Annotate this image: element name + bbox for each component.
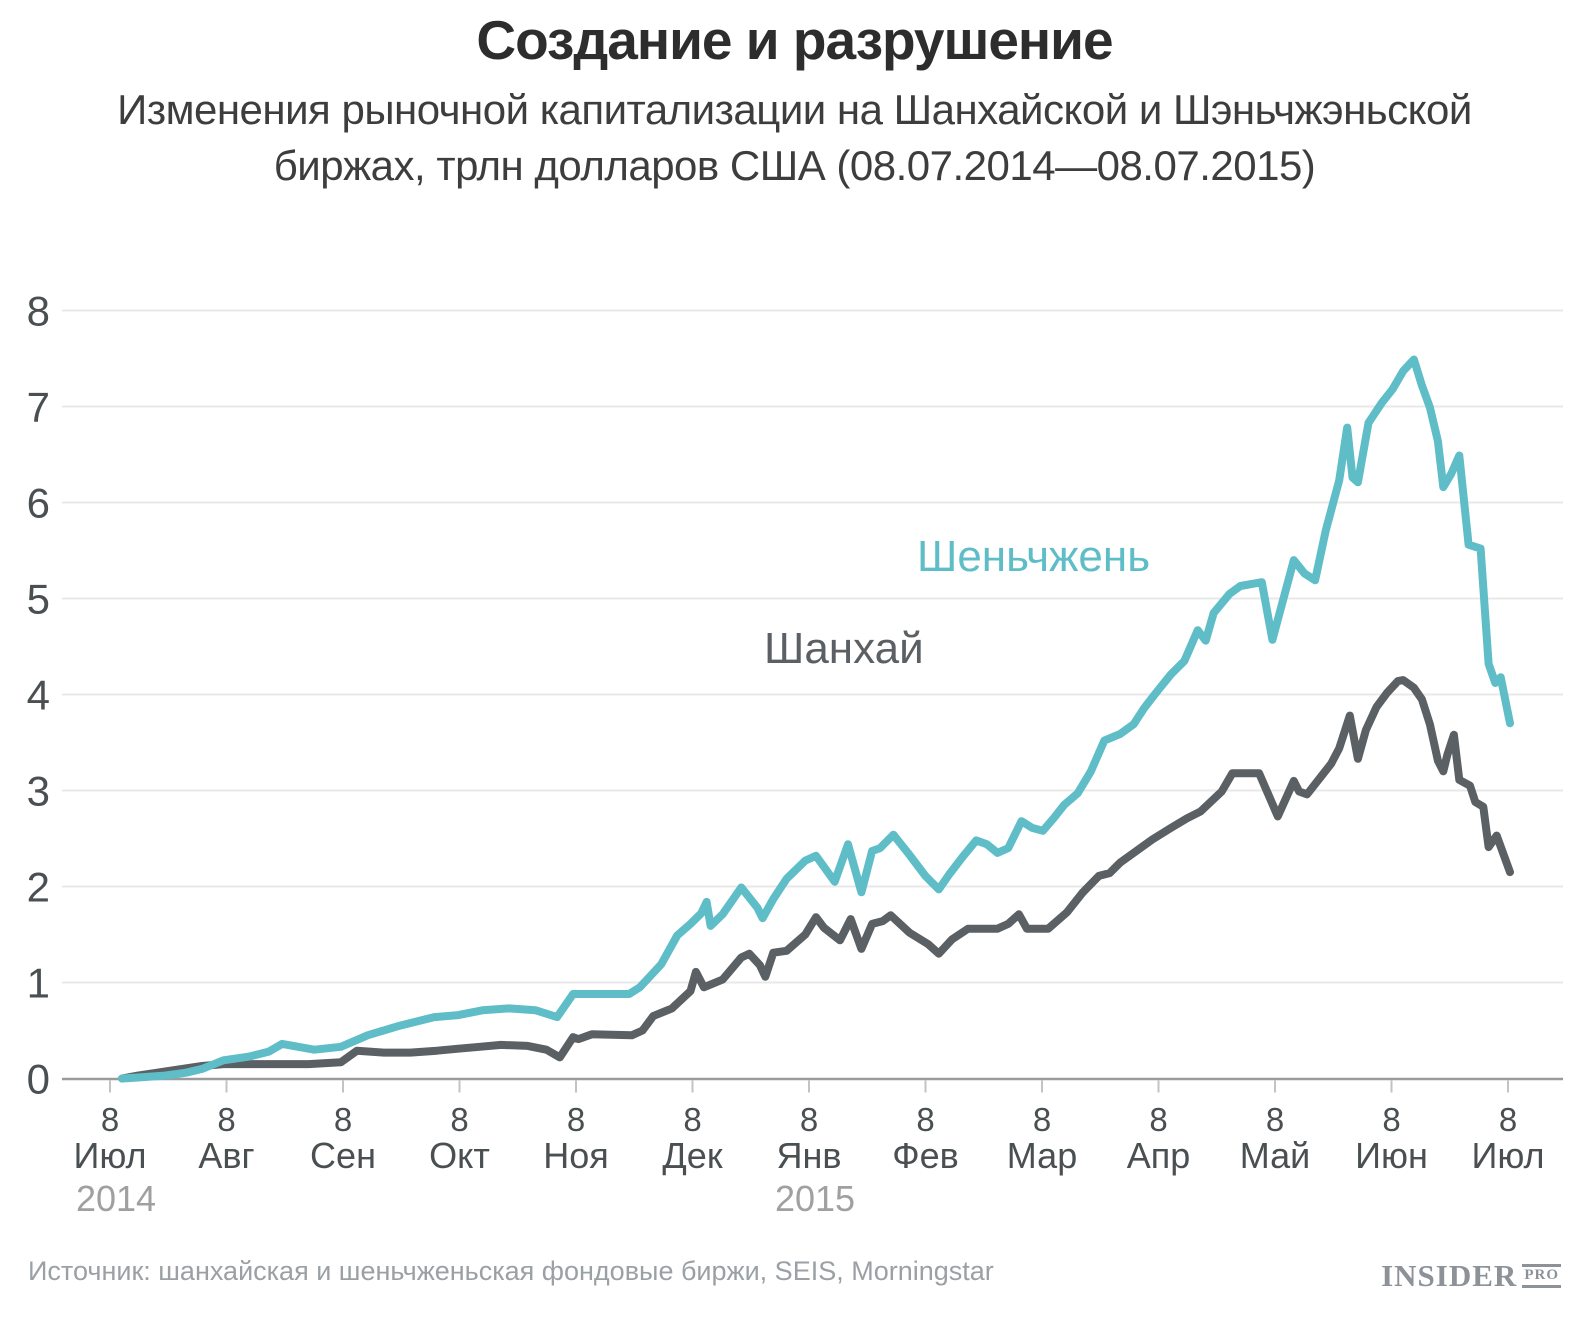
x-tick-month: Мар [1007,1135,1077,1176]
x-tick-month: Июл [73,1135,146,1176]
x-tick-month: Июл [1471,1135,1544,1176]
chart-subtitle-line2: биржах, трлн долларов США (08.07.2014—08… [273,141,1316,189]
y-tick-label: 5 [27,576,50,623]
x-tick-month: Сен [310,1135,376,1176]
legend-label-shanghai: Шанхай [764,624,924,673]
x-tick-day: 8 [1499,1101,1517,1138]
x-tick-day: 8 [217,1101,235,1138]
x-tick-day: 8 [1382,1101,1400,1138]
line-shanghai [118,676,1514,1083]
y-tick-label: 0 [27,1056,50,1103]
x-tick-month: Ноя [543,1135,609,1176]
legend-label-shenzhen: Шеньчжень [917,532,1150,581]
x-tick-day: 8 [334,1101,352,1138]
x-tick-day: 8 [567,1101,585,1138]
y-tick-label: 6 [27,480,50,527]
x-tick-day: 8 [916,1101,934,1138]
insiderpro-logo: INSIDER PRO [1381,1258,1561,1294]
x-tick-month: Апр [1127,1135,1191,1176]
line-shenzhen [118,355,1514,1083]
x-tick-month: Окт [429,1135,490,1176]
x-tick-year: 2015 [775,1178,855,1219]
x-tick-day: 8 [800,1101,818,1138]
y-tick-label: 2 [27,864,50,911]
gridlines [62,309,1563,984]
y-axis-labels: 0 1 2 3 4 5 6 7 8 [27,288,50,1103]
y-tick-label: 4 [27,672,50,719]
y-tick-label: 1 [27,960,50,1007]
source-note: Источник: шанхайская и шеньчженьская фон… [28,1256,994,1286]
x-axis: 8Июл20148Авг8Сен8Окт8Ноя8Дек8Янв20158Фев… [73,1080,1545,1219]
x-tick-month: Янв [776,1135,841,1176]
logo-pro-text: PRO [1522,1264,1561,1288]
x-tick-day: 8 [1266,1101,1284,1138]
chart-subtitle: Изменения рыночной капитализации на Шанх… [0,82,1589,194]
x-tick-year: 2014 [76,1178,156,1219]
logo-insider-text: INSIDER [1381,1258,1518,1293]
x-tick-day: 8 [450,1101,468,1138]
x-tick-month: Дек [662,1135,722,1176]
x-tick-month: Май [1240,1135,1311,1176]
x-tick-day: 8 [1149,1101,1167,1138]
x-tick-day: 8 [1033,1101,1051,1138]
page-title: Создание и разрушение [476,9,1113,71]
y-tick-label: 3 [27,768,50,815]
y-tick-label: 8 [27,288,50,335]
x-tick-day: 8 [683,1101,701,1138]
chart-subtitle-line1: Изменения рыночной капитализации на Шанх… [117,86,1472,133]
x-tick-month: Авг [198,1135,254,1176]
x-tick-month: Июн [1355,1135,1428,1176]
chart-header: Создание и разрушение Изменения рыночной… [0,0,1589,194]
x-tick-month: Фев [892,1135,959,1176]
x-tick-day: 8 [101,1101,119,1138]
y-tick-label: 7 [27,384,50,431]
